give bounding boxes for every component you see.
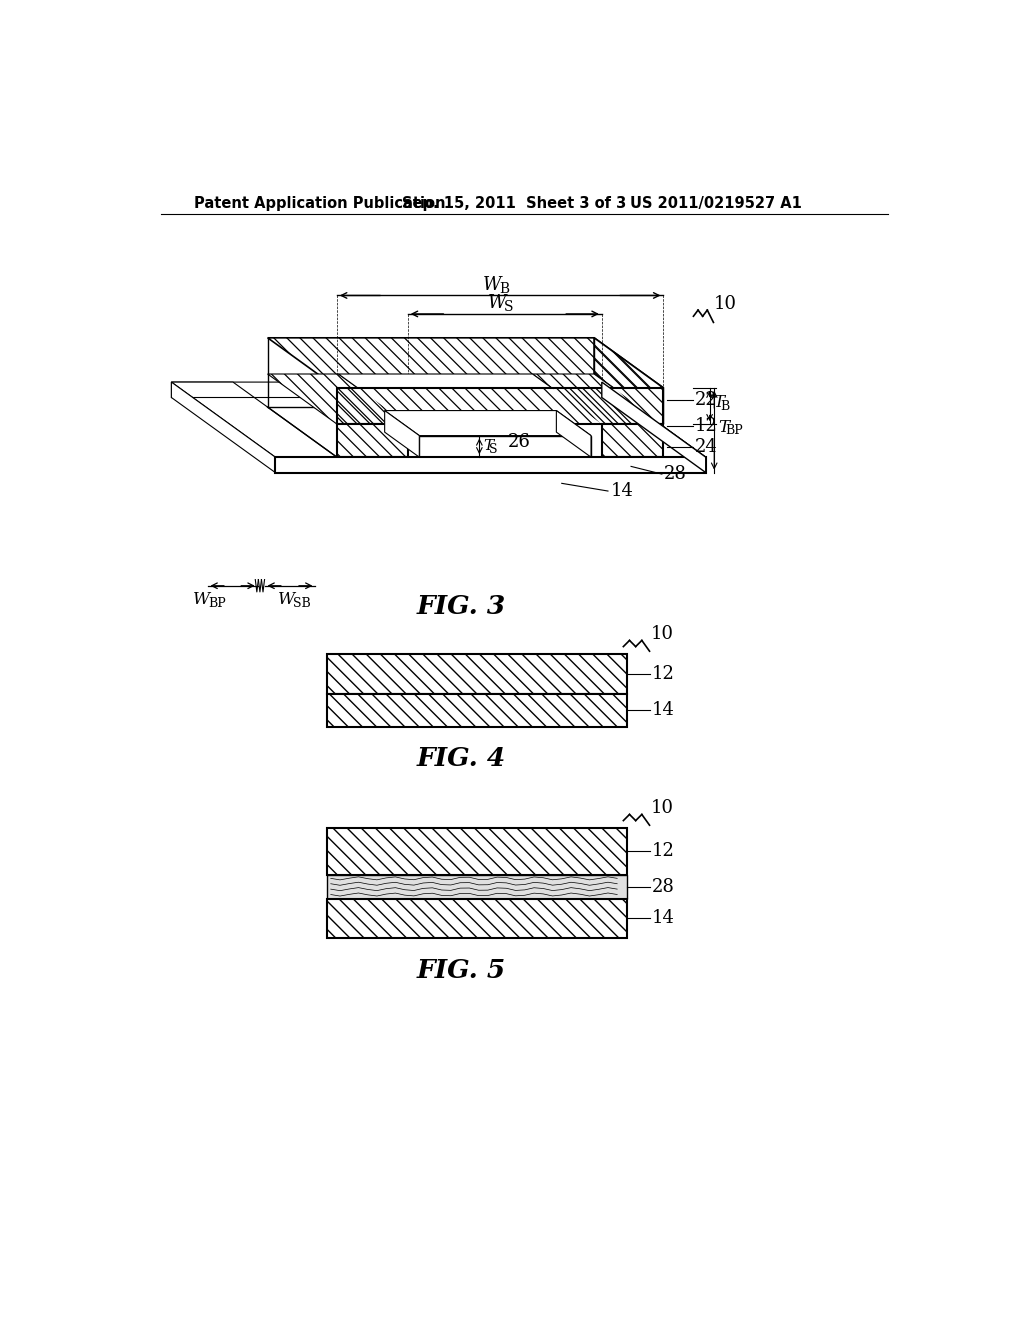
Polygon shape [171,381,275,473]
Text: 14: 14 [652,701,675,719]
Text: 10: 10 [650,800,674,817]
Polygon shape [327,899,628,937]
Polygon shape [171,381,706,457]
Text: 12: 12 [652,842,675,861]
Text: 22: 22 [695,391,718,409]
Text: Sep. 15, 2011  Sheet 3 of 3: Sep. 15, 2011 Sheet 3 of 3 [401,195,626,211]
Text: W: W [278,591,295,609]
Polygon shape [267,338,664,388]
Polygon shape [267,374,408,424]
Text: B: B [720,400,730,413]
Polygon shape [327,655,628,694]
Polygon shape [275,457,706,473]
Polygon shape [419,436,591,457]
Polygon shape [385,411,419,457]
Text: BP: BP [725,425,742,437]
Polygon shape [602,424,664,457]
Text: FIG. 5: FIG. 5 [417,958,506,983]
Polygon shape [532,374,664,424]
Text: W: W [483,276,502,293]
Text: FIG. 4: FIG. 4 [417,747,506,771]
Text: SB: SB [293,597,310,610]
Polygon shape [327,694,628,726]
Polygon shape [327,829,628,875]
Polygon shape [594,338,664,424]
Polygon shape [602,381,706,473]
Text: 24: 24 [695,438,718,457]
Text: US 2011/0219527 A1: US 2011/0219527 A1 [630,195,802,211]
Polygon shape [327,829,628,875]
Polygon shape [337,424,408,457]
Polygon shape [385,411,591,436]
Text: 10: 10 [714,294,737,313]
Text: B: B [500,281,510,296]
Text: T: T [714,393,725,411]
Polygon shape [559,381,706,457]
Polygon shape [337,388,664,424]
Polygon shape [339,374,602,424]
Polygon shape [171,381,337,457]
Polygon shape [267,374,408,424]
Text: 12: 12 [652,665,675,684]
Polygon shape [337,424,408,457]
Text: S: S [489,444,498,455]
Text: T: T [483,440,494,453]
Text: 12: 12 [695,417,718,436]
Polygon shape [327,899,628,937]
Polygon shape [327,655,628,694]
Text: BP: BP [208,597,226,610]
Polygon shape [556,411,591,457]
Text: 28: 28 [652,878,675,896]
Polygon shape [327,694,628,726]
Text: W: W [487,294,506,312]
Text: S: S [504,300,513,314]
Text: Patent Application Publication: Patent Application Publication [194,195,445,211]
Text: 10: 10 [650,626,674,643]
Polygon shape [602,424,664,457]
Text: 26: 26 [508,433,530,450]
Text: 28: 28 [665,465,687,483]
Text: 14: 14 [610,482,633,500]
Polygon shape [267,338,664,388]
Text: FIG. 3: FIG. 3 [417,594,506,619]
Text: T: T [718,418,729,436]
Polygon shape [327,875,628,899]
Text: 14: 14 [652,909,675,928]
Polygon shape [594,338,664,424]
Polygon shape [532,374,664,424]
Polygon shape [337,388,664,424]
Text: W: W [193,591,210,609]
